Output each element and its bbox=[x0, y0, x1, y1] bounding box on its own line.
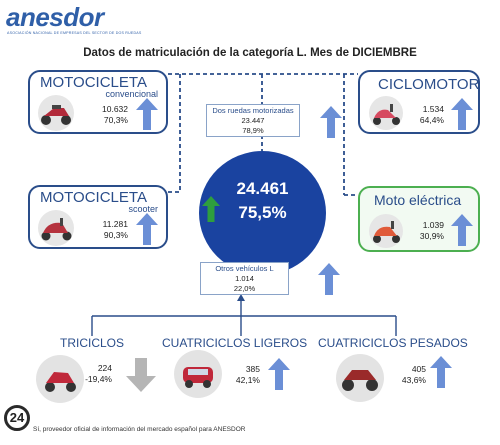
arrow-up-icon bbox=[136, 213, 158, 245]
total-circle bbox=[199, 151, 326, 275]
card-ciclomotor: CICLOMOTOR 1.534 64,4% bbox=[358, 70, 480, 134]
card-value: 10.632 bbox=[102, 104, 128, 114]
footer-logo: 24 bbox=[4, 405, 30, 431]
microcar-icon bbox=[174, 350, 222, 398]
group-label: Otros vehículos L bbox=[215, 264, 274, 273]
arrow-up-icon bbox=[318, 263, 340, 295]
group-otros: Otros vehículos L 1.014 22,0% bbox=[200, 262, 289, 295]
card-value: 1.039 bbox=[422, 220, 444, 230]
anesdor-logo: anesdor bbox=[6, 2, 104, 32]
total-percent: 75,5% bbox=[238, 203, 287, 222]
logo-subtitle: ASOCIACIÓN NACIONAL DE EMPRESAS DEL SECT… bbox=[7, 31, 142, 35]
cuad-ligeros-title: CUATRICICLOS LIGEROS bbox=[162, 336, 308, 350]
group-value: 23.447 bbox=[241, 116, 265, 125]
card-subtitle: convencional bbox=[105, 89, 158, 99]
arrow-up-icon bbox=[320, 106, 342, 138]
green-arrow-up-icon bbox=[202, 196, 220, 222]
card-percent: 70,3% bbox=[103, 115, 128, 125]
motorcycle-icon bbox=[38, 95, 74, 131]
arrow-down-icon bbox=[126, 358, 156, 392]
tricycle-icon bbox=[36, 355, 84, 403]
triciclos-value: 224 bbox=[97, 363, 112, 373]
total-value: 24.461 bbox=[236, 179, 289, 198]
quad-bike-icon bbox=[336, 354, 384, 402]
card-title: CICLOMOTOR bbox=[378, 76, 480, 93]
group-label: Dos ruedas motorizadas bbox=[212, 106, 294, 115]
group-percent: 22,0% bbox=[233, 284, 256, 293]
arrowhead-otros bbox=[237, 294, 245, 301]
arrow-up-icon bbox=[451, 98, 473, 130]
card-percent: 90,3% bbox=[103, 230, 128, 240]
arrow-up-icon bbox=[430, 356, 452, 388]
card-percent: 64,4% bbox=[419, 115, 444, 125]
electric-scooter-icon bbox=[369, 214, 403, 248]
card-moto-scooter: MOTOCICLETA scooter 11.281 90,3% bbox=[28, 185, 168, 249]
cuad-ligeros-value: 385 bbox=[245, 364, 260, 374]
arrow-up-icon bbox=[451, 214, 473, 246]
group-value: 1.014 bbox=[235, 274, 254, 283]
footer-text: Sí, proveedor oficial de información del… bbox=[33, 426, 246, 433]
triciclos-percent: -19,4% bbox=[85, 374, 112, 384]
cuad-pesados-percent: 43,6% bbox=[401, 375, 426, 385]
group-dos-ruedas: Dos ruedas motorizadas 23.447 78,9% bbox=[206, 104, 300, 137]
card-title: MOTOCICLETA bbox=[40, 74, 147, 91]
arrow-up-icon bbox=[136, 98, 158, 130]
cuad-pesados-value: 405 bbox=[411, 364, 426, 374]
arrow-up-icon bbox=[268, 358, 290, 390]
triciclos-title: TRICICLOS bbox=[60, 336, 125, 350]
card-value: 1.534 bbox=[422, 104, 444, 114]
moped-icon bbox=[369, 96, 403, 130]
card-title: Moto eléctrica bbox=[374, 192, 462, 208]
group-percent: 78,9% bbox=[242, 126, 264, 135]
scooter-icon bbox=[38, 210, 74, 246]
card-moto-convencional: MOTOCICLETA convencional 10.632 70,3% bbox=[28, 70, 168, 134]
cuad-pesados-title: CUATRICICLOS PESADOS bbox=[318, 336, 468, 350]
card-percent: 30,9% bbox=[419, 231, 444, 241]
page-title: Datos de matriculación de la categoría L… bbox=[83, 47, 417, 59]
card-moto-electrica: Moto eléctrica 1.039 30,9% bbox=[358, 186, 480, 252]
card-value: 11.281 bbox=[102, 219, 128, 229]
card-title: MOTOCICLETA bbox=[40, 189, 147, 206]
card-subtitle: scooter bbox=[128, 204, 158, 214]
cuad-ligeros-percent: 42,1% bbox=[235, 375, 260, 385]
